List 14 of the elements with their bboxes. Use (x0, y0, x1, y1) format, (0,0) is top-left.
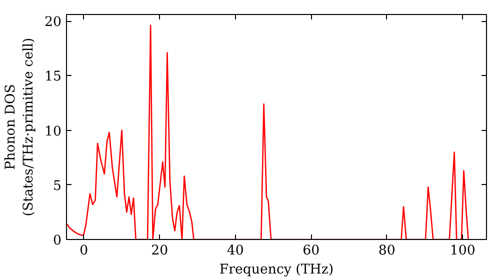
y-tick-label: 10 (44, 124, 62, 140)
y-tick-label: 20 (44, 15, 62, 30)
x-tick-label: 40 (226, 244, 244, 258)
y-tick-label: 5 (53, 178, 62, 194)
line-series (66, 24, 469, 240)
x-tick-label: 60 (302, 244, 320, 258)
x-tick-label: 20 (151, 244, 168, 258)
x-tick-label: 100 (450, 244, 476, 258)
y-tick-label: 15 (44, 70, 62, 85)
x-tick-label: 0 (80, 244, 88, 258)
y-tick-label: 0 (53, 234, 62, 248)
x-axis-title: Frequency (THz) (219, 262, 334, 278)
y-axis-title: Phonon DOS (States/THz·primitive cell) (4, 38, 37, 216)
x-tick-label: 80 (378, 244, 396, 258)
